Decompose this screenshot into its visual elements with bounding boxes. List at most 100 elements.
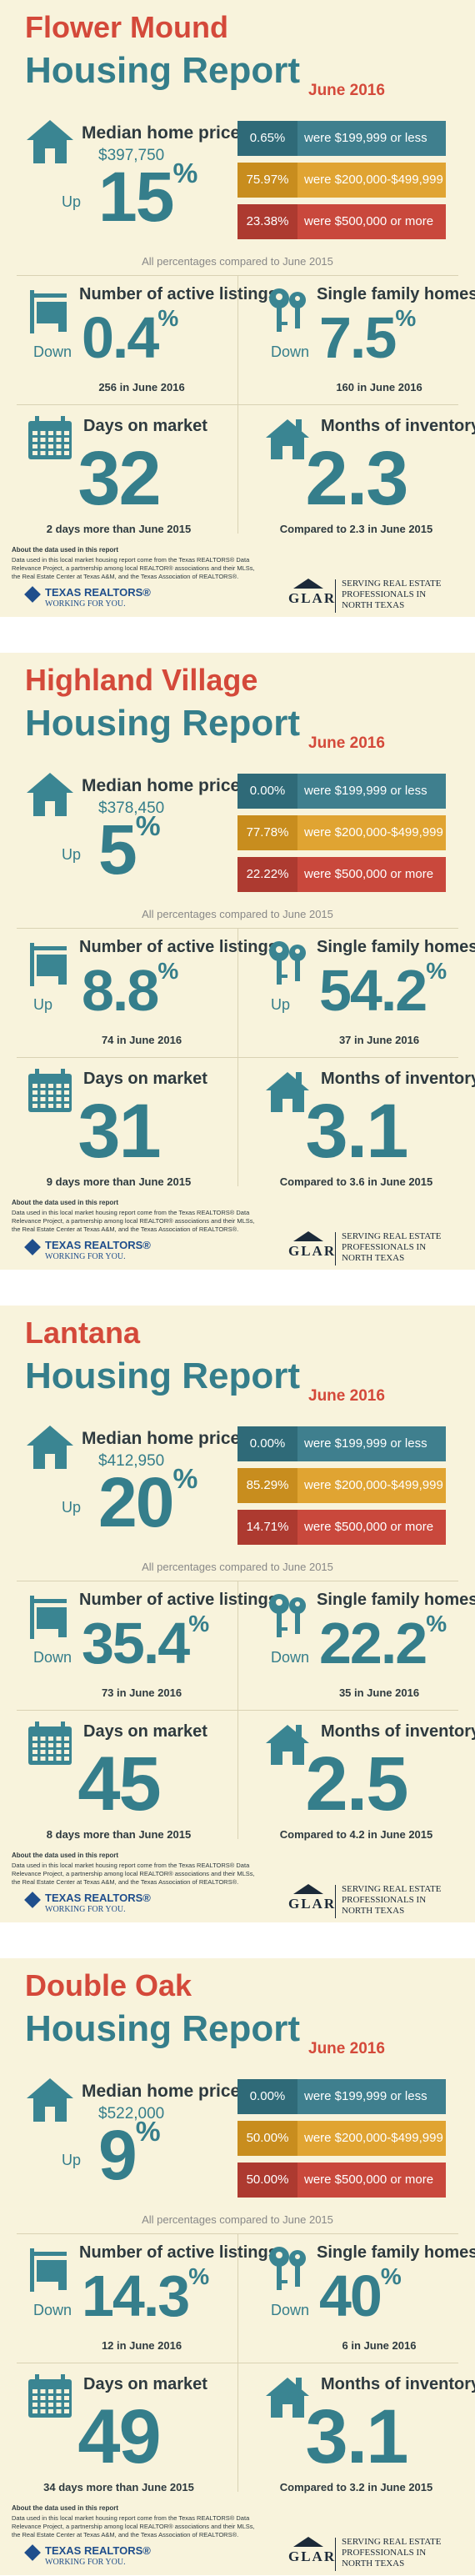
price-range: were $500,000 or more [304, 214, 434, 228]
months_of_inventory-note: Compared to 3.6 in June 2015 [279, 1175, 433, 1188]
days_on_market-label: Days on market [83, 417, 208, 435]
months_of_inventory-label: Months of inventory [321, 1722, 475, 1741]
median-direction: Up [62, 193, 82, 210]
median-label: Median home price [82, 2082, 241, 2101]
months_of_inventory-icon-svg [266, 2378, 309, 2418]
active_listings-change: 0.4% [82, 304, 178, 371]
active_listings-label: Number of active listings [79, 1591, 278, 1609]
price-range: were $199,999 or less [304, 784, 428, 798]
months_of_inventory-note: Compared to 3.2 in June 2015 [279, 2481, 433, 2493]
months_of_inventory-label: Months of inventory [321, 1070, 475, 1088]
price-range: were $199,999 or less [304, 2089, 428, 2103]
homes_sold-change: 40% [319, 2263, 402, 2329]
city-title: Flower Mound [25, 10, 228, 44]
change-value: 35.4 [82, 1611, 190, 1676]
price-share: 23.38% [238, 204, 298, 239]
working-for-you: WORKING FOR YOU. [45, 1905, 126, 1914]
change-unit: % [395, 305, 417, 332]
days_on_market-value: 49 [78, 2394, 161, 2479]
price-range: were $200,000-$499,999 [304, 825, 443, 839]
change-unit: % [135, 810, 161, 842]
active_listings-label: Number of active listings [79, 2243, 278, 2262]
report-card: Flower Mound Housing Report June 2016 Media… [0, 0, 475, 617]
glar-tagline: SERVING REAL ESTATE PROFESSIONALS IN NOR… [342, 2537, 442, 2568]
report-title: Housing Report [25, 703, 300, 744]
months_of_inventory-icon-svg [266, 1072, 309, 1112]
logo-mark [24, 1892, 41, 1908]
glar: GLAR [288, 590, 337, 606]
report-title: Housing Report [25, 1356, 300, 1396]
homes_sold-direction: Down [271, 2302, 310, 2318]
active_listings-label: Number of active listings [79, 938, 278, 956]
house-icon-svg [27, 2078, 73, 2122]
price-range: were $199,999 or less [304, 1436, 428, 1451]
active_listings-direction: Down [33, 2302, 72, 2318]
active_listings-note: 256 in June 2016 [98, 381, 185, 393]
change-value: 40 [319, 2263, 382, 2328]
homes_sold-label: Single family homes sold [317, 285, 475, 303]
price-share: 14.71% [238, 1510, 298, 1545]
homes_sold-icon-svg [269, 2247, 306, 2290]
compared-note: All percentages compared to June 2015 [142, 1561, 333, 1573]
about-title: About the data used in this report [12, 2504, 119, 2512]
glar-roof [293, 579, 323, 589]
logo-mark [24, 586, 41, 603]
about-text: Data used in this local market housing r… [12, 1862, 255, 1886]
days_on_market-icon-svg [28, 2374, 72, 2418]
median-change: 20% [98, 1462, 198, 1543]
price-share: 0.00% [238, 2079, 298, 2114]
change-unit: % [135, 2116, 161, 2148]
texas-realtors: TEXAS REALTORS® [45, 1892, 151, 1904]
active_listings-note: 74 in June 2016 [101, 1034, 182, 1046]
price-bar: 85.29% were $200,000-$499,999 [238, 1468, 446, 1503]
days_on_market-icon-svg [28, 1722, 72, 1765]
months_of_inventory-label: Months of inventory [321, 417, 475, 435]
active_listings-change: 14.3% [82, 2263, 209, 2329]
compared-note: All percentages compared to June 2015 [142, 908, 333, 920]
months_of_inventory-note: Compared to 2.3 in June 2015 [279, 523, 433, 535]
homes_sold-label: Single family homes sold [317, 2243, 475, 2262]
change-value: 54.2 [319, 958, 428, 1023]
working-for-you: WORKING FOR YOU. [45, 599, 126, 609]
price-bar: 23.38% were $500,000 or more [238, 204, 446, 239]
days_on_market-note: 9 days more than June 2015 [46, 1175, 192, 1188]
glar: GLAR [288, 1243, 337, 1259]
logo-mark [24, 1239, 41, 1255]
price-bar: 0.00% were $199,999 or less [238, 1426, 446, 1461]
months_of_inventory-icon-svg [266, 1725, 309, 1765]
glar-divider [335, 579, 336, 613]
report-title: Housing Report [25, 50, 300, 91]
glar: GLAR [288, 2548, 337, 2564]
change-value: 9 [98, 2116, 138, 2194]
price-bar: 77.78% were $200,000-$499,999 [238, 815, 446, 850]
city-title: Lantana [25, 1316, 141, 1350]
price-range: were $200,000-$499,999 [304, 173, 443, 187]
change-value: 22.2 [319, 1611, 428, 1676]
active_listings-icon-svg [30, 290, 67, 333]
months_of_inventory-icon-svg [266, 419, 309, 459]
homes_sold-change: 7.5% [319, 304, 416, 371]
about-title: About the data used in this report [12, 1199, 119, 1206]
homes_sold-note: 35 in June 2016 [338, 1686, 420, 1699]
days_on_market-label: Days on market [83, 1722, 208, 1741]
homes_sold-direction: Down [271, 1649, 310, 1666]
active_listings-direction: Up [33, 996, 53, 1013]
texas-realtors: TEXAS REALTORS® [45, 586, 151, 599]
price-share: 85.29% [238, 1468, 298, 1503]
city-title: Highland Village [25, 663, 258, 697]
days_on_market-value: 32 [78, 436, 161, 521]
homes_sold-note: 37 in June 2016 [338, 1034, 420, 1046]
report-date: June 2016 [308, 2040, 385, 2057]
months_of_inventory-value: 3.1 [305, 2394, 409, 2479]
about-title: About the data used in this report [12, 1852, 119, 1859]
days_on_market-icon-svg [28, 416, 72, 459]
about-text: Data used in this local market housing r… [12, 2514, 255, 2538]
homes_sold-icon-svg [269, 288, 306, 332]
months_of_inventory-label: Months of inventory [321, 2375, 475, 2393]
median-label: Median home price [82, 776, 241, 795]
active_listings-label: Number of active listings [79, 285, 278, 303]
report-title: Housing Report [25, 2008, 300, 2049]
about-text: Data used in this local market housing r… [12, 1209, 255, 1233]
days_on_market-note: 2 days more than June 2015 [46, 523, 192, 535]
price-share: 50.00% [238, 2163, 298, 2198]
